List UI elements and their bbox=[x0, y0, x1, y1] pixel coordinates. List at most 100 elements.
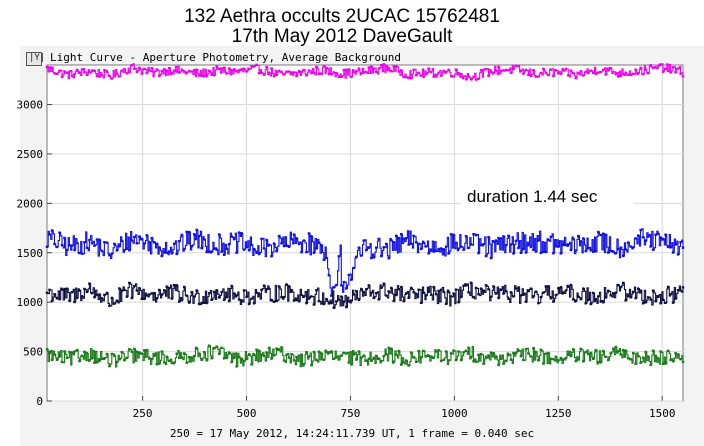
series-point-0 bbox=[78, 71, 81, 74]
series-point-1 bbox=[437, 247, 440, 251]
series-point-2 bbox=[158, 288, 161, 292]
series-point-0 bbox=[452, 75, 455, 78]
series-point-0 bbox=[63, 70, 66, 73]
series-point-2 bbox=[148, 293, 151, 296]
series-point-0 bbox=[45, 65, 49, 69]
series-point-2 bbox=[360, 287, 363, 291]
series-point-1 bbox=[272, 242, 276, 245]
series-point-0 bbox=[85, 73, 89, 77]
series-point-0 bbox=[225, 72, 228, 75]
series-point-2 bbox=[599, 300, 602, 303]
series-point-2 bbox=[128, 281, 131, 285]
series-point-3 bbox=[295, 355, 298, 359]
series-point-2 bbox=[277, 285, 281, 288]
series-point-3 bbox=[567, 353, 570, 356]
series-point-2 bbox=[138, 287, 141, 290]
series-point-1 bbox=[135, 242, 138, 245]
series-point-3 bbox=[616, 350, 620, 353]
series-point-0 bbox=[242, 67, 246, 70]
series-point-3 bbox=[549, 357, 553, 361]
series-point-2 bbox=[282, 295, 286, 299]
series-point-1 bbox=[567, 243, 570, 246]
window-title: Light Curve - Aperture Photometry, Avera… bbox=[50, 51, 401, 64]
series-point-2 bbox=[163, 289, 166, 292]
series-point-0 bbox=[100, 74, 104, 77]
series-point-2 bbox=[232, 292, 236, 295]
series-point-1 bbox=[182, 247, 186, 251]
series-point-1 bbox=[105, 241, 109, 244]
series-point-1 bbox=[265, 238, 268, 242]
series-point-1 bbox=[651, 248, 655, 251]
series-point-2 bbox=[664, 301, 667, 305]
series-point-3 bbox=[160, 350, 163, 353]
series-point-3 bbox=[187, 355, 191, 359]
series-point-3 bbox=[429, 355, 433, 358]
series-point-3 bbox=[185, 361, 188, 364]
series-point-3 bbox=[641, 356, 645, 359]
series-point-3 bbox=[522, 358, 525, 362]
series-point-2 bbox=[180, 299, 183, 302]
series-point-2 bbox=[205, 301, 208, 305]
series-point-2 bbox=[125, 295, 129, 298]
series-point-3 bbox=[592, 357, 595, 361]
chart-icon[interactable]: |Y| bbox=[26, 52, 45, 66]
series-point-1 bbox=[145, 234, 148, 237]
series-point-3 bbox=[235, 365, 238, 368]
series-point-2 bbox=[464, 284, 468, 287]
series-point-1 bbox=[626, 241, 630, 244]
series-point-1 bbox=[327, 274, 331, 277]
series-point-3 bbox=[103, 357, 106, 360]
series-point-3 bbox=[467, 346, 470, 350]
series-point-0 bbox=[247, 68, 251, 71]
series-point-1 bbox=[138, 235, 141, 238]
series-point-3 bbox=[257, 349, 261, 352]
series-point-0 bbox=[584, 70, 587, 74]
series-point-1 bbox=[479, 243, 483, 247]
series-point-3 bbox=[212, 347, 216, 350]
series-point-1 bbox=[80, 252, 84, 255]
series-point-0 bbox=[504, 68, 508, 72]
series-point-0 bbox=[419, 74, 423, 77]
series-point-3 bbox=[168, 359, 171, 363]
series-point-3 bbox=[153, 354, 156, 358]
series-point-2 bbox=[509, 291, 513, 294]
series-point-0 bbox=[217, 67, 221, 71]
series-point-3 bbox=[143, 349, 146, 352]
series-point-2 bbox=[394, 293, 398, 297]
series-point-0 bbox=[482, 68, 485, 71]
series-point-2 bbox=[332, 306, 336, 309]
series-point-0 bbox=[587, 71, 590, 75]
series-point-3 bbox=[507, 353, 510, 357]
series-point-0 bbox=[417, 71, 420, 75]
series-point-3 bbox=[287, 356, 291, 359]
series-point-3 bbox=[509, 358, 513, 361]
series-point-2 bbox=[357, 298, 360, 302]
series-point-3 bbox=[619, 353, 622, 356]
series-point-3 bbox=[409, 351, 413, 354]
series-point-1 bbox=[442, 248, 445, 251]
series-line-2 bbox=[47, 282, 684, 309]
series-point-3 bbox=[370, 359, 373, 362]
series-point-3 bbox=[240, 357, 243, 360]
series-point-2 bbox=[676, 288, 680, 292]
series-point-3 bbox=[327, 351, 331, 354]
series-point-3 bbox=[210, 357, 213, 360]
series-point-3 bbox=[232, 356, 236, 359]
series-point-1 bbox=[50, 229, 54, 232]
series-point-1 bbox=[60, 244, 64, 247]
series-point-2 bbox=[462, 284, 465, 287]
series-point-2 bbox=[432, 285, 435, 289]
series-point-1 bbox=[73, 248, 76, 252]
series-point-2 bbox=[337, 298, 341, 301]
series-point-2 bbox=[557, 287, 560, 290]
series-point-1 bbox=[100, 249, 104, 253]
series-point-2 bbox=[45, 291, 49, 294]
series-point-1 bbox=[389, 239, 393, 242]
series-point-1 bbox=[597, 230, 600, 234]
series-point-3 bbox=[217, 352, 221, 356]
series-point-0 bbox=[75, 68, 79, 72]
series-point-2 bbox=[367, 284, 370, 287]
series-point-1 bbox=[292, 233, 296, 236]
series-point-1 bbox=[352, 266, 355, 270]
series-point-0 bbox=[559, 72, 562, 75]
